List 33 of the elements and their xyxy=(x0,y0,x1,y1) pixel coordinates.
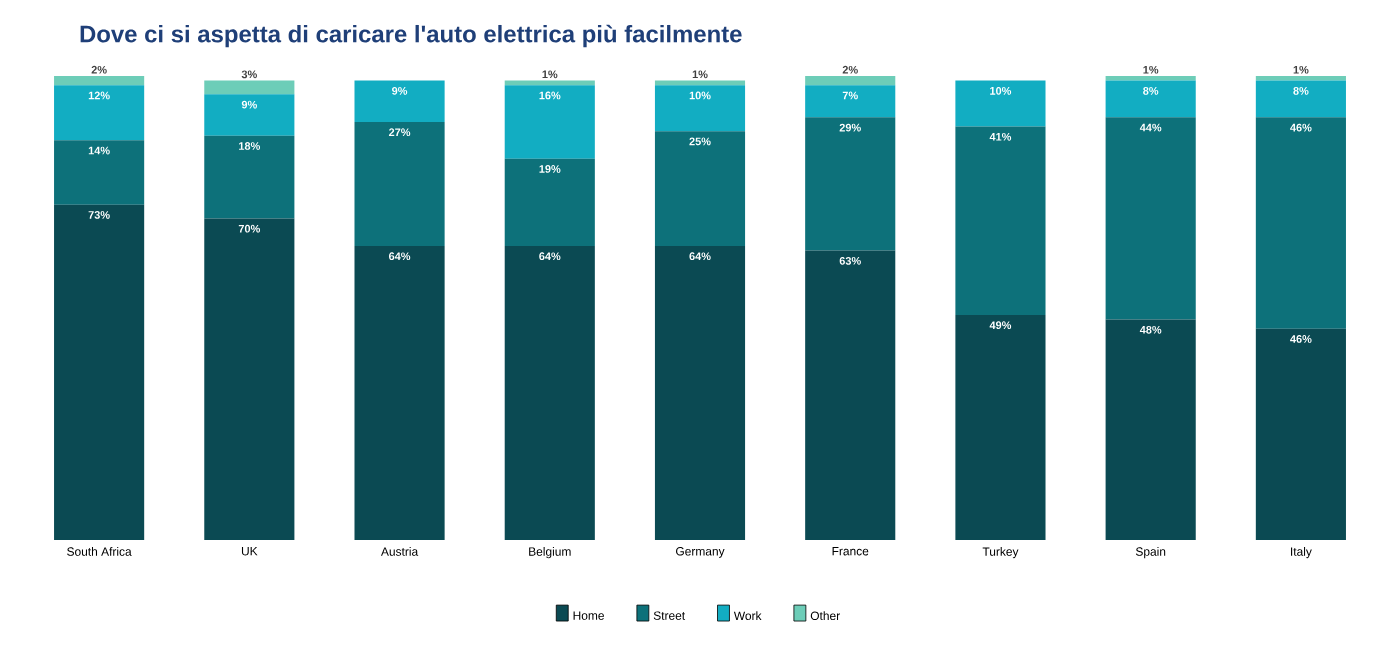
bar xyxy=(654,245,746,540)
bar xyxy=(204,135,295,219)
bar xyxy=(955,126,1046,315)
bar xyxy=(1255,117,1346,329)
bar xyxy=(805,250,896,540)
bar xyxy=(1105,319,1196,540)
bar xyxy=(955,314,1046,540)
bar xyxy=(204,80,295,95)
chart-title: Dove ci si aspetta di caricare l'auto elettrica più facilmente xyxy=(80,24,742,48)
bar xyxy=(504,245,595,540)
bar xyxy=(204,94,295,136)
bar xyxy=(805,85,896,118)
bar xyxy=(54,140,145,205)
bar xyxy=(1105,75,1196,81)
bar xyxy=(354,121,445,246)
bar xyxy=(54,85,145,141)
bar xyxy=(654,131,746,246)
bar xyxy=(654,85,746,132)
bar xyxy=(54,75,145,86)
bar xyxy=(1255,75,1346,81)
bar xyxy=(1255,328,1346,540)
bar xyxy=(354,80,445,122)
bar xyxy=(504,85,595,159)
bar xyxy=(354,245,445,540)
bar xyxy=(54,204,145,540)
bar xyxy=(1105,80,1196,118)
bar xyxy=(805,75,896,86)
bar xyxy=(955,80,1046,127)
bar xyxy=(1255,80,1346,118)
bar xyxy=(805,117,896,251)
bar xyxy=(504,158,595,246)
bar xyxy=(1105,117,1196,320)
bar xyxy=(204,218,295,540)
